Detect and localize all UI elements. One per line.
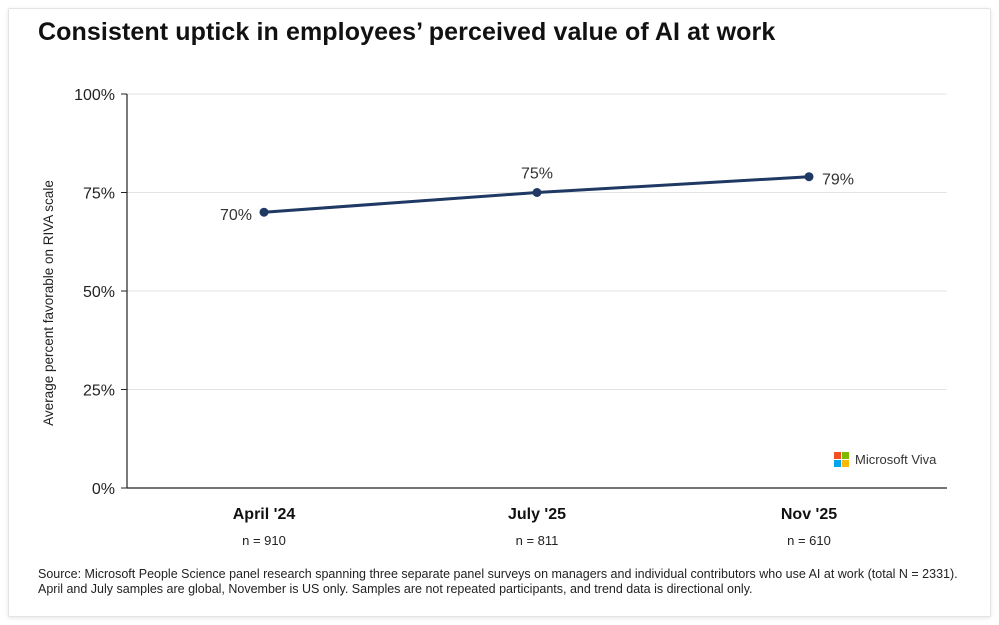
y-axis-title: Average percent favorable on RIVA scale: [41, 180, 56, 426]
y-tick-label: 100%: [74, 87, 115, 104]
data-point: [804, 172, 814, 182]
x-sample-size-label: n = 910: [242, 533, 286, 548]
y-tick-label: 50%: [83, 284, 115, 301]
x-category-label: Nov '25: [781, 506, 837, 523]
chart-card: [8, 8, 991, 617]
logo-square-green: [842, 452, 849, 459]
data-point: [259, 207, 269, 217]
data-label: 75%: [521, 166, 553, 183]
x-category-label: July '25: [508, 506, 566, 523]
data-label: 79%: [822, 172, 854, 189]
x-sample-size-label: n = 811: [516, 533, 559, 548]
source-note: Source: Microsoft People Science panel r…: [38, 567, 958, 596]
logo-square-yellow: [842, 460, 849, 467]
data-label: 70%: [220, 207, 252, 224]
y-tick-label: 0%: [92, 481, 115, 498]
microsoft-logo-icon: [834, 452, 849, 467]
logo-square-red: [834, 452, 841, 459]
x-sample-size-label: n = 610: [787, 533, 831, 548]
chart-title: Consistent uptick in employees’ perceive…: [38, 18, 776, 46]
y-tick-label: 75%: [83, 186, 115, 203]
x-category-label: April '24: [233, 506, 296, 523]
logo-square-blue: [834, 460, 841, 467]
brand-name: Microsoft Viva: [855, 452, 937, 467]
brand-watermark: Microsoft Viva: [834, 452, 936, 467]
y-tick-label: 25%: [83, 383, 115, 400]
data-point: [532, 188, 542, 197]
